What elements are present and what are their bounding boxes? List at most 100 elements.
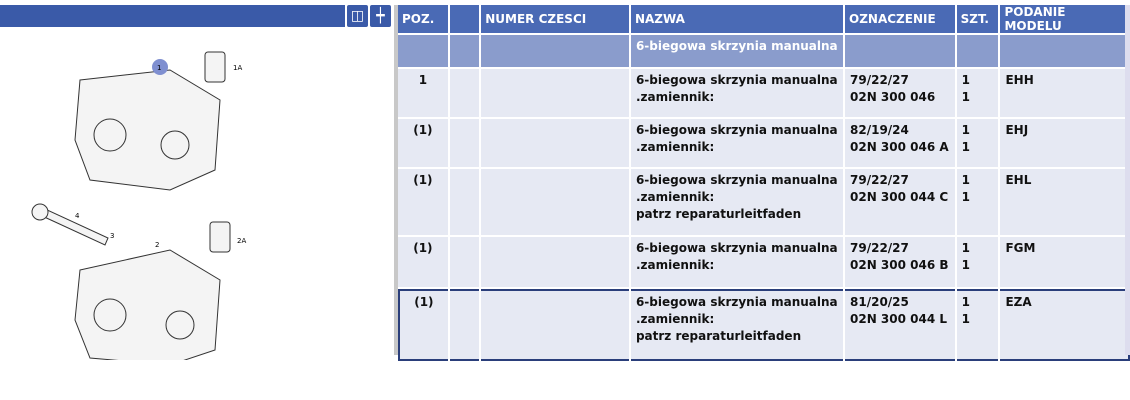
group-row: 6-biegowa skrzynia manualna [398, 35, 1130, 67]
callout-label: 4 [75, 212, 80, 220]
nazwa-cell: 6-biegowa skrzynia manualna .zamiennik: pa… [630, 169, 844, 235]
szt-cell-line: 1 [961, 258, 970, 272]
callout-label: 3 [110, 232, 114, 240]
col-szt[interactable]: SZT. [956, 5, 999, 33]
oznaczenie-cell: 82/19/24 02N 300 046 A [845, 119, 955, 167]
nazwa-cell: 6-biegowa skrzynia manualna .zamiennik: [630, 237, 844, 287]
numer-cell [481, 119, 629, 167]
fit-arrow-icon: ┿ [376, 8, 385, 24]
shaft-4 [39, 207, 109, 246]
oznaczenie-cell-line: 81/20/25 [850, 295, 909, 309]
nazwa-cell: 6-biegowa skrzynia manualna .zamiennik: pa… [630, 289, 844, 361]
filter-2a [209, 221, 231, 253]
nazwa-cell-line: .zamiennik: [635, 312, 715, 326]
numer-cell [481, 169, 629, 235]
nazwa-cell-line: 6-biegowa skrzynia manualna [635, 295, 838, 309]
model-cell: EHL [1000, 169, 1130, 235]
oznaczenie-cell-line: 82/19/24 [850, 123, 909, 137]
nazwa-cell: 6-biegowa skrzynia manualna .zamiennik: [630, 69, 844, 117]
szt-cell-line: 1 [961, 190, 970, 204]
parts-table: POZ. NUMER CZESCI NAZWA OZNACZENIE SZT. … [396, 3, 1130, 363]
nazwa-cell-line: 6-biegowa skrzynia manualna [635, 123, 838, 137]
oznaczenie-cell-line: 79/22/27 [850, 173, 909, 187]
col-numer-czesci[interactable]: NUMER CZESCI [481, 5, 629, 33]
col-poz[interactable]: POZ. [398, 5, 448, 33]
nazwa-cell-line: .zamiennik: [635, 140, 715, 154]
table-row[interactable]: (1) 6-biegowa skrzynia manualna .zamiennik… [398, 169, 1130, 235]
oznaczenie-cell: 81/20/25 02N 300 044 L [845, 289, 955, 361]
oznaczenie-cell: 79/22/27 02N 300 044 C [845, 169, 955, 235]
numer-cell [481, 289, 629, 361]
callout-1-highlight [152, 59, 168, 75]
model-cell: EHH [1000, 69, 1130, 117]
col-blank[interactable] [449, 5, 480, 33]
poz-cell: (1) [398, 289, 448, 361]
szt-cell-line: 1 [961, 140, 970, 154]
blank-cell [449, 169, 480, 235]
panel-splitter[interactable] [394, 5, 398, 355]
gearbox-1 [74, 69, 221, 191]
col-podanie-modelu[interactable]: PODANIE MODELU [1000, 5, 1130, 33]
nazwa-cell-line: .zamiennik: [635, 90, 715, 104]
oznaczenie-cell-line: 79/22/27 [850, 241, 909, 255]
model-cell: EHJ [1000, 119, 1130, 167]
oznaczenie-cell-line: 02N 300 046 B [850, 258, 949, 272]
callout-label: 2A [237, 237, 246, 245]
vertical-scrollbar[interactable] [1125, 5, 1130, 355]
oznaczenie-cell: 79/22/27 02N 300 046 [845, 69, 955, 117]
oznaczenie-cell-line: 02N 300 044 C [850, 190, 949, 204]
callout-label: 1A [233, 64, 242, 72]
szt-cell-line: 1 [961, 73, 970, 87]
szt-cell-line: 1 [961, 295, 970, 309]
nazwa-cell-line: .zamiennik: [635, 258, 715, 272]
nazwa-cell-line: .zamiennik: [635, 190, 715, 204]
gearbox-2 [74, 249, 221, 360]
table-row[interactable]: (1) 6-biegowa skrzynia manualna .zamiennik… [398, 119, 1130, 167]
model-cell: EZA [1000, 289, 1130, 361]
numer-cell [481, 69, 629, 117]
szt-cell-line: 1 [961, 90, 970, 104]
nazwa-cell-line: patrz reparaturleitfaden [635, 329, 802, 343]
col-oznaczenie[interactable]: OZNACZENIE [845, 5, 955, 33]
parts-diagram[interactable]: 1 1A 2 2A 3 4 [20, 40, 280, 360]
nazwa-cell-line: patrz reparaturleitfaden [635, 207, 802, 221]
blank-cell [449, 69, 480, 117]
table-row[interactable]: (1) 6-biegowa skrzynia manualna .zamiennik… [398, 237, 1130, 287]
filter-1a [204, 51, 226, 83]
oznaczenie-cell-line: 79/22/27 [850, 73, 909, 87]
szt-cell-line: 1 [961, 241, 970, 255]
blank-cell [449, 119, 480, 167]
split-view-icon: ◫ [350, 8, 365, 24]
oznaczenie-cell-line: 02N 300 046 [850, 90, 936, 104]
oznaczenie-cell: 79/22/27 02N 300 046 B [845, 237, 955, 287]
szt-cell-line: 1 [961, 173, 970, 187]
szt-cell-line: 1 [961, 123, 970, 137]
fit-button[interactable]: ┿ [370, 5, 391, 27]
callout-label: 2 [155, 241, 159, 249]
diagram-title-bar [0, 5, 345, 27]
blank-cell [449, 289, 480, 361]
oznaczenie-cell-line: 02N 300 044 L [850, 312, 948, 326]
col-nazwa[interactable]: NAZWA [630, 5, 844, 33]
oznaczenie-cell-line: 02N 300 046 A [850, 140, 949, 154]
nazwa-cell-line: 6-biegowa skrzynia manualna [635, 73, 838, 87]
blank-cell [449, 237, 480, 287]
table-row[interactable]: 1 6-biegowa skrzynia manualna .zamiennik: 7… [398, 69, 1130, 117]
numer-cell [481, 237, 629, 287]
model-cell: FGM [1000, 237, 1130, 287]
poz-cell: 1 [398, 69, 448, 117]
table-row[interactable]: (1) 6-biegowa skrzynia manualna .zamiennik… [398, 289, 1130, 361]
poz-cell: (1) [398, 119, 448, 167]
poz-cell: (1) [398, 237, 448, 287]
callout-label: 1 [157, 64, 161, 72]
nazwa-cell: 6-biegowa skrzynia manualna .zamiennik: [630, 119, 844, 167]
group-name: 6-biegowa skrzynia manualna [630, 35, 844, 67]
poz-cell: (1) [398, 169, 448, 235]
split-view-button[interactable]: ◫ [347, 5, 368, 27]
nazwa-cell-line: 6-biegowa skrzynia manualna [635, 241, 838, 255]
